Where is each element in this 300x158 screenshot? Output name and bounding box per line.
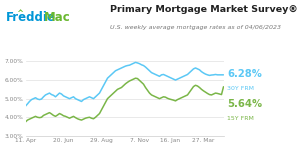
Text: Freddie: Freddie bbox=[6, 11, 56, 24]
Text: U.S. weekly average mortgage rates as of 04/06/2023: U.S. weekly average mortgage rates as of… bbox=[110, 25, 280, 30]
Text: Mac: Mac bbox=[44, 11, 70, 24]
Text: Primary Mortgage Market Survey®: Primary Mortgage Market Survey® bbox=[110, 5, 297, 14]
Text: 15Y FRM: 15Y FRM bbox=[227, 116, 254, 121]
Text: 5.64%: 5.64% bbox=[227, 99, 262, 109]
Text: 6.28%: 6.28% bbox=[227, 69, 262, 79]
Text: 30Y FRM: 30Y FRM bbox=[227, 86, 254, 91]
Text: ‸: ‸ bbox=[16, 2, 23, 12]
